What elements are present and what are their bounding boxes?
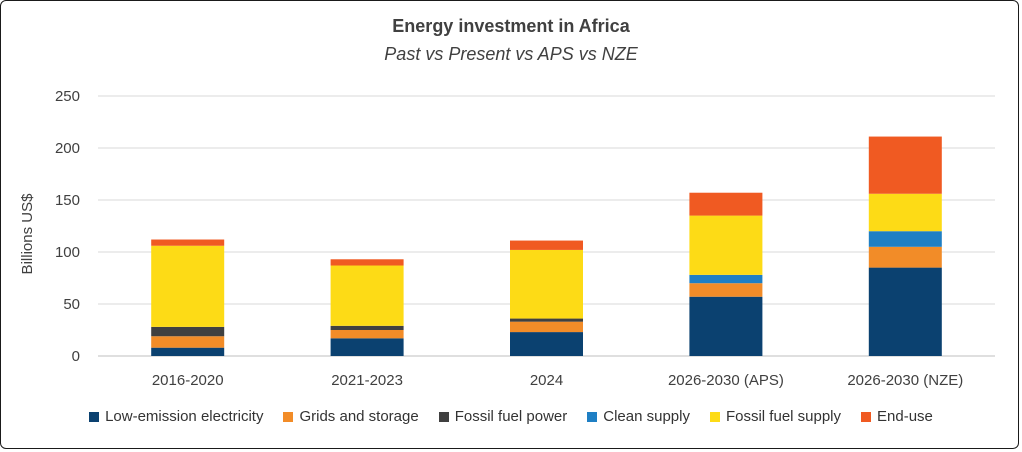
bar-segment <box>151 336 225 348</box>
y-axis-label: Billions US$ <box>19 193 36 275</box>
chart-title: Energy investment in Africa <box>392 16 630 36</box>
bar-segment <box>510 332 583 356</box>
legend-label: Low-emission electricity <box>105 408 264 425</box>
x-tick-label: 2026-2030 (NZE) <box>847 372 963 389</box>
legend-item: Grids and storage <box>283 408 419 425</box>
legend-label: End-use <box>877 408 933 425</box>
legend-label: Fossil fuel power <box>454 408 568 425</box>
legend-item: Low-emission electricity <box>89 408 263 425</box>
y-tick-label: 100 <box>55 244 80 261</box>
bar-segment <box>330 330 404 339</box>
y-tick-label: 200 <box>55 140 80 157</box>
x-tick-label: 2016-2020 <box>152 372 224 389</box>
y-tick-label: 50 <box>63 296 80 313</box>
bar-segment <box>868 136 942 194</box>
bar-segment <box>868 193 942 232</box>
bar-segment <box>689 274 763 284</box>
bar-segment <box>151 245 225 327</box>
legend-item: Fossil fuel supply <box>709 408 842 425</box>
bar-segment <box>689 296 763 356</box>
legend: Low-emission electricity Grids and storag… <box>0 408 1022 425</box>
bar-segment <box>330 259 404 266</box>
legend-swatch <box>587 411 598 422</box>
bar-segment <box>330 338 404 356</box>
legend-swatch <box>89 411 100 422</box>
y-tick-label: 250 <box>55 88 80 105</box>
axes: 0 50 100 150 200 250 2016-2020 2021-2023 2024 202… <box>55 88 963 389</box>
bar-segment <box>510 249 583 319</box>
bar-segment <box>330 325 404 330</box>
bar-segment <box>510 240 583 250</box>
legend-item: Clean supply <box>587 408 690 425</box>
bar-segment <box>510 318 583 322</box>
bar-segment <box>689 192 763 216</box>
bar-segment <box>330 265 404 326</box>
legend-item: Fossil fuel power <box>438 408 568 425</box>
x-tick-label: 2024 <box>530 372 563 389</box>
legend-item: End-use <box>861 408 933 425</box>
legend-label: Clean supply <box>603 408 690 425</box>
bar-segment <box>868 246 942 268</box>
bar-segment <box>868 231 942 247</box>
legend-label: Grids and storage <box>299 408 419 425</box>
bar-segment <box>689 215 763 275</box>
y-tick-label: 150 <box>55 192 80 209</box>
bar-segment <box>151 347 225 356</box>
bar-segment <box>151 326 225 337</box>
legend-swatch <box>283 411 294 422</box>
bars <box>151 136 942 356</box>
legend-swatch <box>438 411 449 422</box>
y-tick-label: 0 <box>72 348 80 365</box>
bar-segment <box>151 239 225 246</box>
legend-swatch <box>861 411 872 422</box>
chart-subtitle: Past vs Present vs APS vs NZE <box>384 44 638 64</box>
x-tick-label: 2026-2030 (APS) <box>668 372 784 389</box>
bar-segment <box>510 321 583 333</box>
bar-segment <box>689 283 763 297</box>
legend-swatch <box>709 411 720 422</box>
bar-segment <box>868 267 942 356</box>
x-tick-label: 2021-2023 <box>331 372 403 389</box>
legend-label: Fossil fuel supply <box>725 408 842 425</box>
